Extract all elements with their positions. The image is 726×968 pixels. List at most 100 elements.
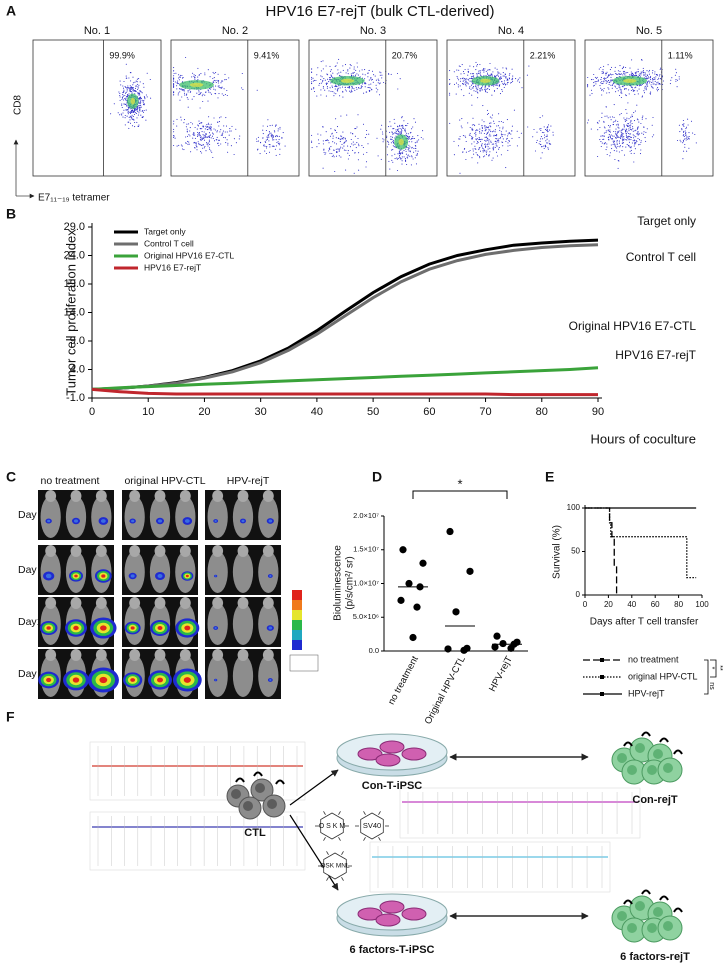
flow-dot xyxy=(505,140,507,142)
vector-spike xyxy=(341,877,344,881)
x-axis-label: Days after T cell transfer xyxy=(590,617,699,628)
flow-dot xyxy=(316,74,318,76)
flow-dot xyxy=(657,81,659,83)
flow-dot xyxy=(358,143,360,145)
flow-dot xyxy=(463,148,465,150)
flow-dot xyxy=(634,143,636,145)
flow-dot xyxy=(646,82,648,85)
flow-dot xyxy=(587,84,589,86)
flow-dot xyxy=(137,91,139,94)
flow-dot xyxy=(126,105,128,107)
bioluminescence-signal xyxy=(45,573,52,579)
flow-dot xyxy=(344,138,346,140)
flow-dot xyxy=(322,126,324,128)
flow-dot xyxy=(594,81,596,83)
flow-dot xyxy=(496,134,498,136)
flow-dot xyxy=(197,79,199,81)
flow-dot xyxy=(338,74,341,76)
flow-dot xyxy=(315,79,317,82)
flow-dot xyxy=(138,106,140,108)
flow-dot xyxy=(181,145,183,147)
flow-dot xyxy=(351,86,353,88)
flow-dot xyxy=(485,85,487,87)
flow-dot xyxy=(501,90,503,92)
flow-dot xyxy=(356,62,358,64)
flow-dot xyxy=(336,151,338,153)
flow-dot xyxy=(402,153,404,155)
flow-dot xyxy=(686,150,688,152)
flow-dot xyxy=(486,109,489,111)
flow-dot xyxy=(129,87,131,89)
flow-dot xyxy=(496,135,498,137)
flow-dot xyxy=(357,137,359,140)
bioluminescence-signal xyxy=(130,678,136,682)
flow-dot xyxy=(613,140,615,142)
flow-dot xyxy=(456,69,458,71)
flow-dot xyxy=(350,138,352,141)
flow-dot xyxy=(140,106,142,108)
flow-dot xyxy=(614,143,616,145)
flow-dot xyxy=(355,87,357,89)
flow-dot xyxy=(397,157,399,160)
flow-dot xyxy=(382,141,384,143)
flow-dot xyxy=(196,92,198,94)
flow-dot xyxy=(493,134,495,136)
flow-dot xyxy=(134,89,136,92)
flow-dot xyxy=(607,137,609,139)
mouse xyxy=(232,603,254,645)
flow-dot xyxy=(465,85,467,87)
flow-dot xyxy=(623,66,625,68)
flow-dot xyxy=(478,70,480,72)
flow-dot xyxy=(311,147,313,149)
flow-dot xyxy=(625,131,627,133)
flow-dot xyxy=(354,89,356,91)
flow-dot xyxy=(464,135,466,137)
flow-dot xyxy=(388,126,390,128)
flow-dot xyxy=(209,88,211,90)
flow-dot xyxy=(363,92,365,94)
flow-dot xyxy=(494,131,496,133)
flow-dot xyxy=(226,131,228,133)
legend-marker xyxy=(600,692,604,696)
flow-dot xyxy=(473,75,475,77)
mouse-head xyxy=(95,649,107,661)
flow-dot xyxy=(137,87,139,89)
flow-dot xyxy=(624,72,626,74)
flow-dot xyxy=(122,116,124,118)
flow-dot xyxy=(397,88,399,90)
flow-dot xyxy=(486,132,489,134)
flow-dot xyxy=(222,80,224,82)
flow-dot xyxy=(490,126,492,128)
flow-dot xyxy=(368,79,370,81)
flow-dot xyxy=(626,112,628,114)
flow-dot xyxy=(467,68,469,70)
flow-dot xyxy=(641,59,643,61)
flow-dot xyxy=(335,85,337,88)
mouse-head xyxy=(45,545,57,557)
mouse-head xyxy=(70,490,82,502)
flow-dot xyxy=(400,128,402,130)
flow-dot xyxy=(266,136,268,138)
flow-dot xyxy=(138,98,140,100)
flow-dot xyxy=(143,96,145,98)
flow-dot xyxy=(340,115,342,117)
flow-dot xyxy=(211,132,214,134)
flow-dot xyxy=(352,75,354,77)
flow-dot xyxy=(189,127,191,129)
flow-dot xyxy=(480,144,483,146)
mouse xyxy=(207,496,228,538)
flow-dot xyxy=(218,93,220,95)
flow-dot xyxy=(637,137,639,140)
flow-dot xyxy=(332,77,334,79)
flow-dot xyxy=(395,135,397,137)
flow-dot xyxy=(110,113,112,115)
y-axis-label: Tumor cell proliferation index xyxy=(63,229,78,396)
flow-dot xyxy=(208,141,210,143)
flow-dot xyxy=(136,121,138,123)
flow-dot xyxy=(188,143,190,145)
flow-dot xyxy=(322,143,324,145)
flow-dot xyxy=(130,90,133,93)
flow-dot xyxy=(264,145,266,147)
mouse-head xyxy=(95,490,107,502)
flow-dot xyxy=(338,85,340,87)
